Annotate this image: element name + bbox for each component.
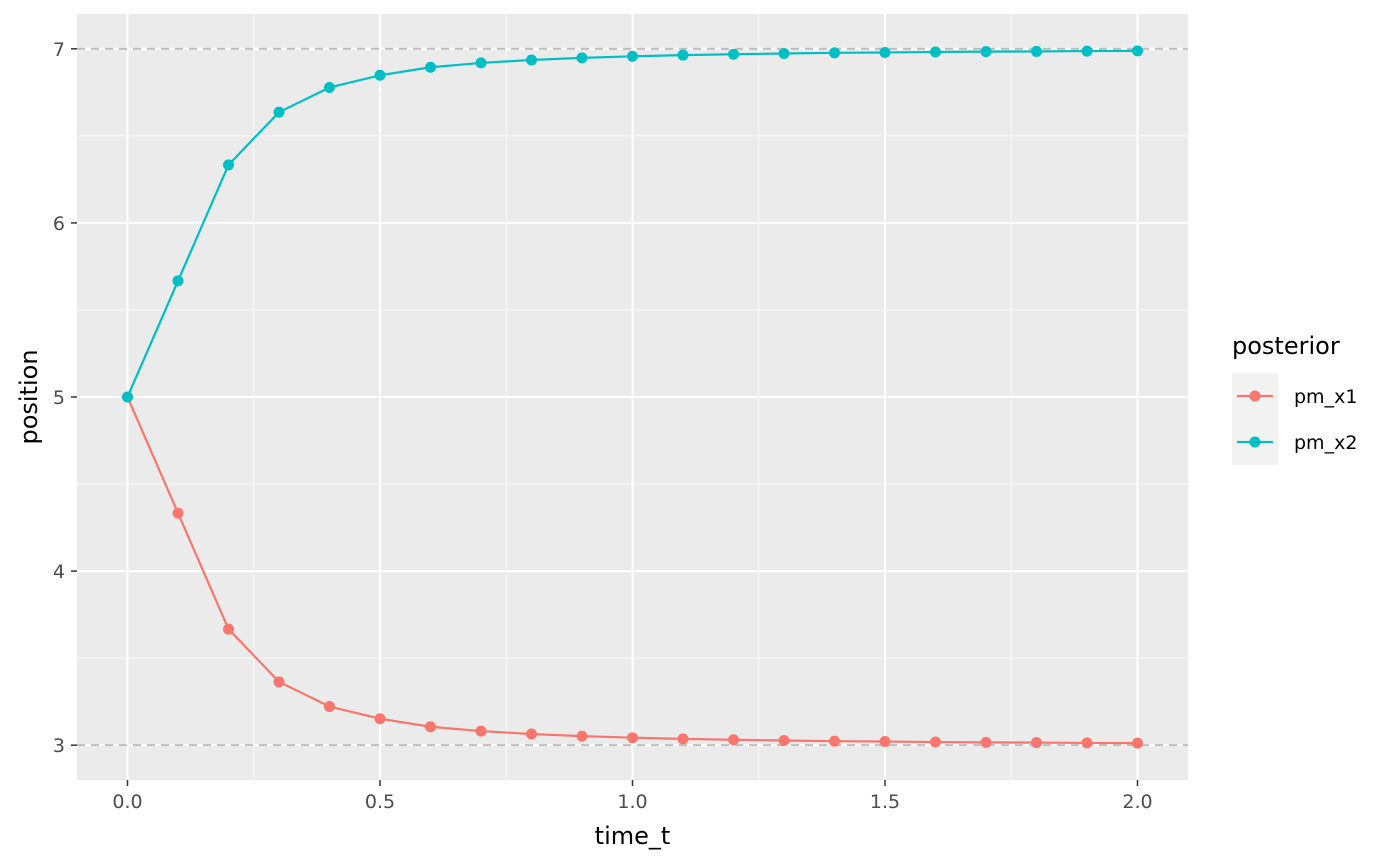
data-point-pm_x1 [223, 623, 234, 635]
data-point-pm_x1 [425, 721, 436, 733]
data-point-pm_x1 [930, 736, 941, 748]
data-point-pm_x2 [778, 48, 790, 60]
data-point-pm_x1 [526, 728, 537, 740]
y-tick-label: 4 [53, 561, 65, 583]
data-point-pm_x1 [829, 735, 840, 747]
reference-lines [77, 47, 1188, 747]
x-tick-label: 0.5 [365, 791, 395, 813]
data-point-pm_x1 [1031, 737, 1042, 749]
legend-key-point [1249, 390, 1261, 402]
x-tick-label: 1.5 [870, 791, 900, 813]
series-points [122, 45, 1143, 749]
data-point-pm_x2 [374, 69, 386, 81]
data-point-pm_x1 [273, 676, 285, 688]
data-point-pm_x2 [879, 46, 891, 58]
data-point-pm_x1 [627, 732, 638, 744]
data-point-pm_x2 [829, 47, 840, 59]
data-point-pm_x1 [778, 734, 790, 746]
data-point-pm_x1 [879, 736, 891, 748]
data-point-pm_x1 [475, 725, 487, 737]
data-point-pm_x1 [576, 730, 588, 742]
y-tick-label: 6 [53, 213, 65, 235]
data-point-pm_x2 [526, 54, 537, 66]
data-point-pm_x1 [324, 701, 335, 713]
x-tick-label: 0.0 [112, 791, 142, 813]
legend-keys: pm_x1 pm_x2 [1232, 373, 1357, 465]
data-point-pm_x1 [980, 736, 992, 748]
x-axis: 0.0 0.5 1.0 1.5 2.0 [112, 780, 1153, 813]
data-point-pm_x1 [374, 713, 386, 725]
data-point-pm_x1 [1132, 737, 1143, 749]
data-point-pm_x1 [1081, 737, 1093, 749]
y-tick-label: 3 [53, 735, 65, 757]
data-point-pm_x2 [122, 391, 133, 403]
legend-key-point [1249, 436, 1261, 448]
x-axis-title: time_t [595, 822, 671, 850]
data-point-pm_x2 [1132, 45, 1143, 57]
y-tick-label: 7 [53, 39, 65, 61]
data-point-pm_x2 [1031, 45, 1042, 57]
data-point-pm_x2 [425, 61, 436, 73]
x-tick-label: 2.0 [1122, 791, 1152, 813]
data-point-pm_x2 [223, 159, 234, 171]
legend-label-pm_x1: pm_x1 [1294, 386, 1357, 408]
data-point-pm_x2 [1081, 45, 1093, 57]
data-point-pm_x2 [576, 52, 588, 64]
data-point-pm_x2 [677, 49, 689, 61]
data-point-pm_x2 [273, 106, 285, 118]
y-tick-label: 5 [53, 387, 65, 409]
data-point-pm_x1 [172, 507, 184, 519]
data-point-pm_x2 [980, 46, 992, 58]
data-point-pm_x2 [728, 48, 739, 60]
y-axis-title: position [15, 349, 43, 444]
legend: posterior pm_x1 pm_x2 [1232, 332, 1357, 465]
legend-title: posterior [1232, 332, 1340, 360]
data-point-pm_x2 [930, 46, 941, 58]
data-point-pm_x2 [627, 50, 638, 62]
data-point-pm_x1 [677, 733, 689, 745]
data-point-pm_x2 [475, 57, 487, 69]
x-tick-label: 1.0 [617, 791, 647, 813]
y-axis: 3 4 5 6 7 [53, 39, 77, 757]
data-point-pm_x2 [324, 81, 335, 93]
legend-label-pm_x2: pm_x2 [1294, 432, 1357, 454]
data-point-pm_x2 [172, 275, 184, 287]
data-point-pm_x1 [728, 734, 739, 746]
